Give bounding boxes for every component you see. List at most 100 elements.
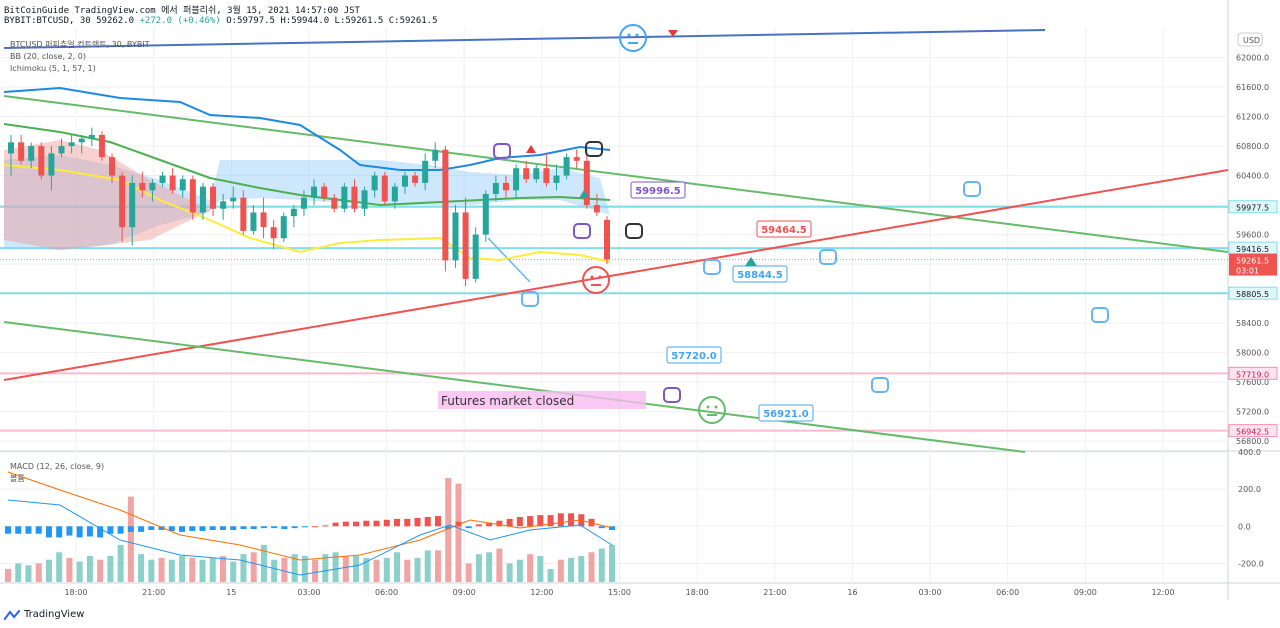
pointing-hand-icon [663, 387, 681, 403]
volume-bar [301, 556, 308, 582]
pointing-hand-icon [625, 223, 643, 239]
volume-bar [486, 552, 493, 582]
candle-body [139, 182, 146, 191]
y-tick-label: 58000.0 [1236, 349, 1269, 358]
candle-body [210, 186, 217, 209]
pointing-hand-icon [963, 181, 981, 197]
candle-body [502, 182, 509, 191]
pointing-hand-icon [585, 141, 603, 157]
open-value: 59262.0 [96, 16, 135, 26]
macd-signal-line [7, 471, 613, 561]
macd-histogram-bar [15, 526, 22, 534]
price-tag [1228, 366, 1278, 380]
candle-body [401, 175, 408, 187]
macd-histogram-bar [301, 526, 308, 528]
volume-bar [465, 563, 472, 582]
macd-histogram-bar [260, 526, 267, 529]
emoji-eye [706, 405, 710, 409]
volume-bar [5, 569, 11, 582]
volume-bar [76, 561, 83, 582]
x-tick-label: 09:00 [453, 588, 476, 597]
volume-bar [45, 559, 52, 582]
macd-histogram-bar [537, 515, 544, 527]
macd-line [7, 499, 613, 576]
macd-histogram-bar [76, 526, 83, 538]
macd-histogram-bar [240, 526, 247, 530]
candle-body [240, 197, 247, 231]
volume-bar [373, 559, 380, 582]
volume-bar [424, 550, 431, 582]
volume-bar [568, 557, 575, 582]
ichimoku-cloud-red [4, 140, 210, 250]
x-tick-label: 12:00 [1151, 588, 1174, 597]
price-callout [758, 404, 814, 422]
volume-bar [506, 563, 513, 582]
candle-body [391, 186, 398, 202]
candle-body [321, 186, 328, 198]
volume-bar [179, 556, 186, 582]
price-callout-label: 56921.0 [763, 409, 809, 420]
tradingview-brand: TradingView [24, 609, 85, 620]
y-tick-label: 58400.0 [1236, 319, 1269, 328]
macd-histogram-bar [455, 521, 462, 527]
pointing-hand-icon [1091, 307, 1109, 323]
candle-body [28, 146, 35, 161]
ohlc-values: O:59797.5 H:59944.0 L:59261.5 C:59261.5 [226, 16, 438, 26]
candle-body [58, 146, 65, 154]
macd-histogram-bar [568, 513, 575, 527]
macd-tick-label: 0.0 [1238, 522, 1251, 531]
volume-bar [322, 554, 329, 582]
macd-histogram-bar [332, 522, 339, 527]
volume-bar [394, 552, 401, 582]
macd-histogram-bar [353, 521, 360, 527]
candle-body [472, 234, 479, 279]
volume-bar [158, 557, 165, 582]
candle-body [371, 175, 378, 191]
emoji-face-icon [619, 24, 647, 52]
price-callout [732, 265, 788, 283]
up-arrow-icon [579, 190, 589, 198]
x-tick-label: 12:00 [530, 588, 553, 597]
candle-body [583, 160, 590, 206]
currency-badge [1237, 32, 1263, 47]
x-tick-label: 06:00 [375, 588, 398, 597]
candle-body [432, 149, 439, 161]
macd-histogram-bar [557, 513, 564, 527]
macd-histogram-bar [117, 526, 124, 534]
tradingview-footer: TradingView [3, 608, 85, 621]
macd-histogram-bar [230, 526, 237, 530]
macd-histogram-bar [250, 526, 257, 530]
candle-body [189, 179, 196, 213]
macd-histogram-bar [445, 526, 452, 530]
candle-body [98, 134, 105, 158]
y-tick-label: 56800.0 [1236, 437, 1269, 446]
macd-tick-label: 400.0 [1238, 448, 1261, 457]
volume-bar [148, 559, 155, 582]
down-arrow-icon [526, 145, 536, 153]
macd-histogram-bar [97, 526, 104, 538]
macd-histogram-bar [322, 525, 329, 527]
macd-histogram-bar [414, 517, 421, 527]
candle-body [280, 216, 287, 239]
macd-tick-label: -200.0 [1238, 559, 1264, 568]
candle-body [543, 168, 550, 183]
y-tick-label: 61200.0 [1236, 113, 1269, 122]
candle-body [270, 227, 277, 239]
volume-bar [230, 561, 237, 582]
trendline [3, 321, 1026, 453]
price-callout [630, 181, 686, 199]
emoji-eye [598, 275, 602, 279]
volume-bar [127, 496, 134, 582]
volume-bar [516, 559, 523, 582]
macd-histogram-bar [312, 526, 319, 528]
macd-histogram-bar [342, 521, 349, 527]
volume-bar [15, 563, 22, 582]
emoji-eye [714, 405, 718, 409]
x-tick-label: 06:00 [996, 588, 1019, 597]
y-tick-label: 57200.0 [1236, 408, 1269, 417]
volume-bar [117, 544, 124, 582]
macd-histogram-bar [363, 520, 370, 527]
candle-body [452, 212, 459, 261]
candle-body [513, 168, 520, 191]
